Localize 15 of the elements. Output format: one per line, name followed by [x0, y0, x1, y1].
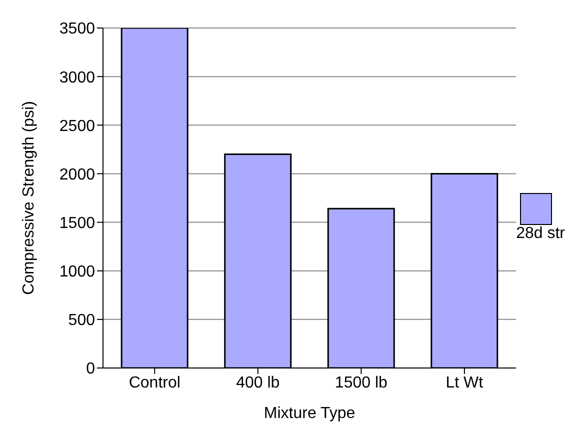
y-tick-label: 2500 — [59, 118, 96, 135]
y-tick-label: 500 — [68, 312, 96, 330]
y-tick-label: 1000 — [59, 264, 96, 281]
y-tick-label: 2000 — [59, 166, 96, 184]
y-tick-label: 3500 — [59, 20, 96, 38]
x-tick-label: 1500 lb — [334, 374, 388, 392]
y-axis-title: Compressive Strength (psi) — [20, 101, 38, 295]
x-tick-label: 400 lb — [236, 374, 280, 392]
y-tick-label: 1500 — [59, 214, 96, 232]
legend-label: 28d str — [516, 225, 565, 243]
x-tick-label: Lt Wt — [446, 374, 484, 392]
y-tick-label: 3000 — [59, 69, 96, 86]
x-tick-label: Control — [128, 374, 180, 392]
y-tick-label: 0 — [86, 360, 96, 378]
x-axis-title: Mixture Type — [264, 405, 356, 422]
